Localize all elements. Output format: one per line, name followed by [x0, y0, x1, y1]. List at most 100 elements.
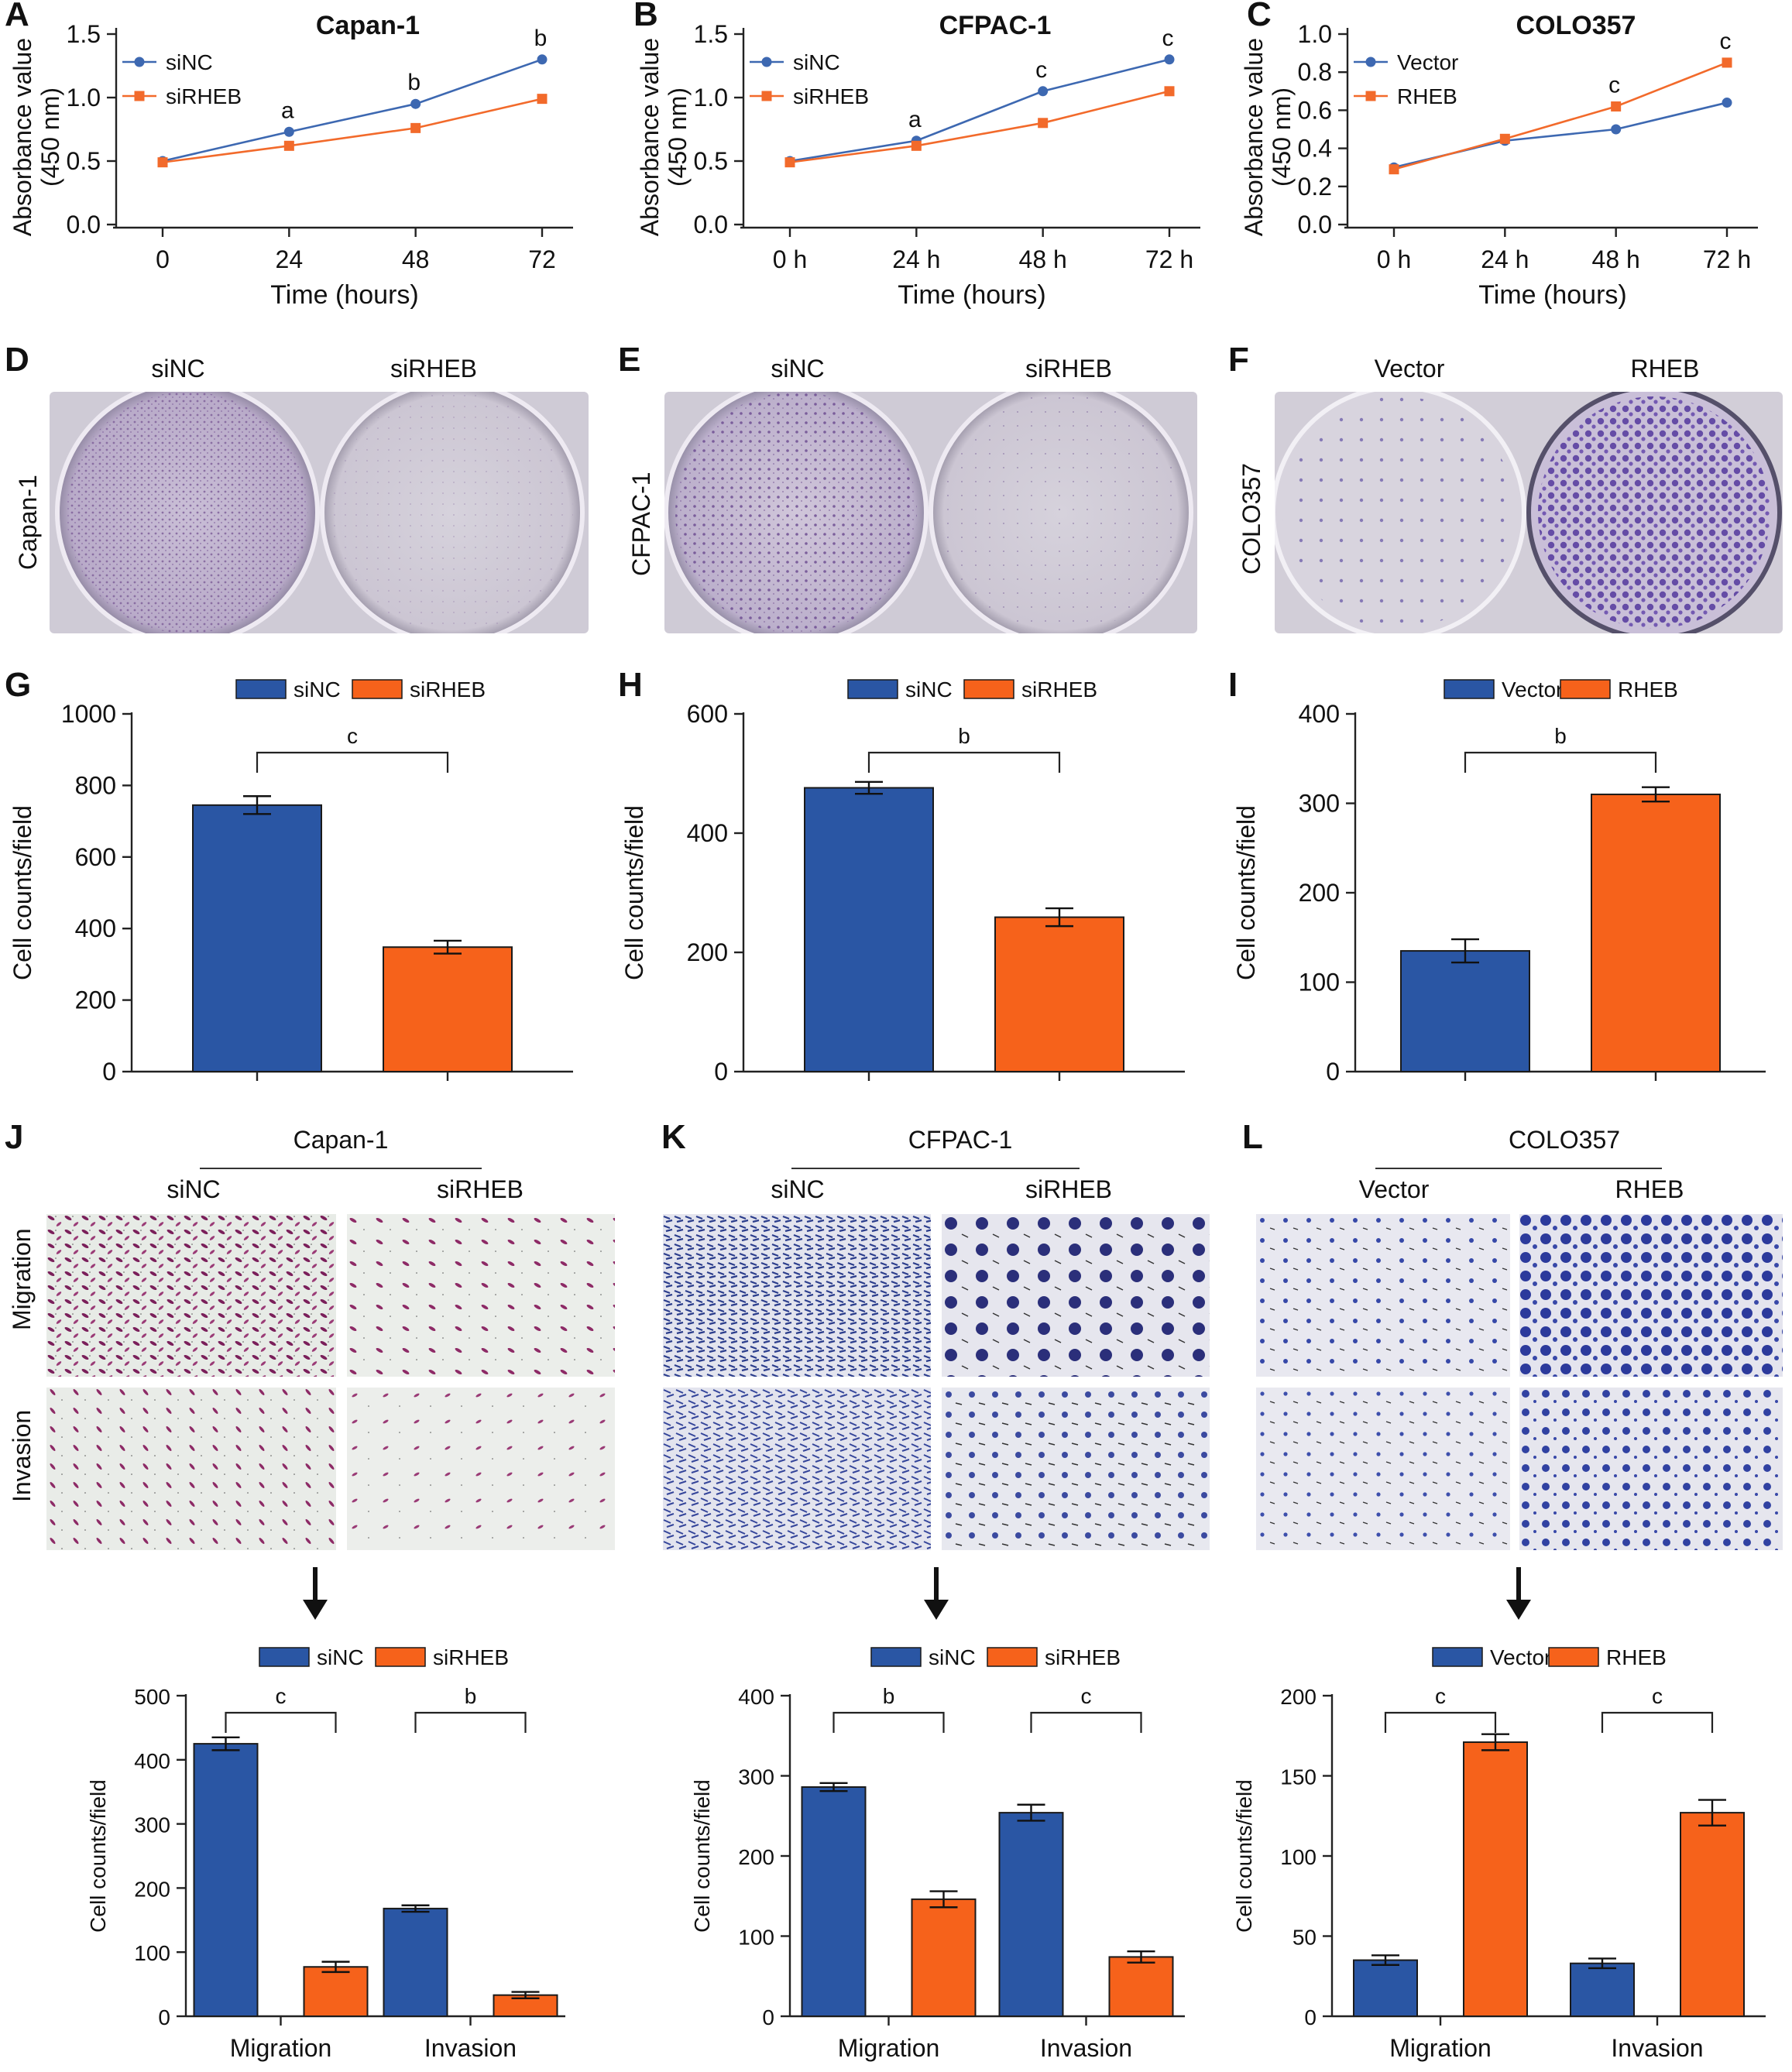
transwell-cfpac1-sinc-migration — [663, 1214, 931, 1377]
y-tick-label: 150 — [1280, 1765, 1317, 1789]
y-axis-label: Absorbance value — [1240, 38, 1268, 236]
y-axis-label: Cell counts/field — [620, 805, 648, 980]
x-tick-label: 48 — [402, 245, 430, 273]
bar-chart-i: 0 100 200 300 400 Cell counts/field b Vector RHE… — [1232, 678, 1766, 1086]
y-tick-label: 400 — [75, 914, 116, 942]
down-arrow-l — [1506, 1567, 1531, 1620]
bar-sinc-main — [192, 804, 322, 1072]
x-tick-label: 48 h — [1592, 245, 1640, 273]
data-point — [410, 122, 421, 133]
y-tick-label: 0 — [714, 1058, 728, 1086]
bar-rheb-main — [1591, 793, 1721, 1072]
bar-sinc-migration — [801, 1786, 867, 2018]
y-tick-label: 600 — [687, 700, 728, 728]
colony-e-row-label: CFPAC-1 — [627, 472, 655, 576]
data-point — [537, 94, 548, 105]
y-tick-label: 0 — [1304, 2005, 1317, 2029]
y-tick-label: 0.6 — [1298, 96, 1332, 124]
y-tick-label: 300 — [134, 1813, 170, 1837]
y-axis-label: Cell counts/field — [86, 1779, 110, 1933]
x-tick-label: 0 — [156, 245, 170, 273]
transwell-capan1-sirheb-invasion — [347, 1388, 615, 1550]
y-tick-label: 800 — [75, 771, 116, 799]
x-tick-label: 72 — [528, 245, 556, 273]
y-tick-label: 0.8 — [1298, 58, 1332, 86]
legend-swatch — [235, 679, 287, 699]
y-tick-label: 400 — [738, 1685, 774, 1709]
data-point — [1611, 124, 1622, 135]
chart-title: CFPAC-1 — [939, 11, 1052, 40]
x-tick-label: 24 — [276, 245, 304, 273]
y-tick-label: 0 — [762, 2005, 774, 2029]
y-tick-label: 400 — [1299, 700, 1340, 728]
legend-swatch — [1444, 679, 1495, 699]
legend-marker — [134, 91, 145, 101]
x-tick-label: Migration — [838, 2034, 940, 2062]
line-chart-cfpac1: 0.0 0.5 1.0 1.5 0 h 24 h 48 h 72 h Time (hours) A… — [636, 11, 1200, 310]
x-tick-label: Invasion — [1040, 2034, 1132, 2062]
y-axis-label: Cell counts/field — [1232, 805, 1260, 980]
data-point — [1164, 86, 1175, 97]
bar-chart-l-quant: 0 50 100 150 200 Cell counts/field Migration c I… — [1232, 1645, 1766, 2062]
legend-label: siRHEB — [1045, 1645, 1121, 1669]
data-point — [1611, 101, 1622, 111]
colony-plate-colo357 — [1275, 392, 1783, 633]
series-line-0 — [162, 58, 543, 163]
y-axis-label-unit: (450 nm) — [1268, 87, 1296, 187]
y-tick-label: 200 — [738, 1845, 774, 1869]
series-line-0 — [789, 58, 1170, 163]
bar-sinc-invasion — [383, 1907, 448, 2017]
transwell-colo357-vector-invasion — [1256, 1388, 1510, 1550]
bar-chart-k-quant: 0 100 200 300 400 Cell counts/field Migration b… — [690, 1645, 1185, 2062]
y-axis-label: Cell counts/field — [1232, 1779, 1256, 1933]
colony-e-col-1: siNC — [771, 355, 825, 382]
y-tick-label: 0 — [158, 2005, 170, 2029]
bar-sirheb-migration — [303, 1966, 369, 2017]
significance-label: a — [281, 98, 294, 123]
y-tick-label: 400 — [134, 1749, 170, 1773]
significance-label: c — [1081, 1684, 1092, 1708]
y-tick-label: 300 — [738, 1765, 774, 1789]
y-tick-label: 600 — [75, 843, 116, 871]
y-tick-label: 1.0 — [67, 84, 101, 111]
x-tick-label: 0 h — [773, 245, 807, 273]
legend-label: Vector — [1490, 1645, 1551, 1669]
colony-f-row-label: COLO357 — [1238, 462, 1265, 575]
panel-letter-f: F — [1228, 341, 1249, 379]
series-line-1 — [1393, 61, 1728, 170]
y-tick-label: 0.5 — [67, 147, 101, 175]
colony-f-col-1: Vector — [1374, 355, 1445, 382]
panel-letter-c: C — [1247, 0, 1272, 33]
significance-label: b — [883, 1684, 895, 1708]
series-line-0 — [1393, 101, 1728, 169]
transwell-colo357-rheb-migration — [1519, 1214, 1783, 1377]
legend-swatch — [847, 679, 898, 699]
chart-title: Capan-1 — [316, 11, 420, 40]
significance-bracket — [1384, 1711, 1497, 1733]
legend-swatch — [259, 1647, 310, 1667]
line-chart-capan1: 0.0 0.5 1.0 1.5 0 24 48 72 Time (hours) Absorbanc… — [9, 11, 573, 310]
legend-label: siNC — [929, 1645, 976, 1669]
y-axis-label: Absorbance value — [9, 38, 36, 236]
x-tick-label: Invasion — [424, 2034, 517, 2062]
legend-label: Vector — [1502, 678, 1563, 702]
significance-label: b — [465, 1684, 477, 1708]
legend-swatch — [375, 1647, 426, 1667]
bar-sinc-migration — [193, 1743, 259, 2017]
legend-swatch — [1560, 679, 1611, 699]
x-tick-label: 48 h — [1019, 245, 1067, 273]
significance-bracket — [832, 1711, 945, 1733]
x-tick-label: 72 h — [1703, 245, 1751, 273]
colony-d-col-2: siRHEB — [390, 355, 477, 382]
y-tick-label: 200 — [1299, 879, 1340, 907]
transwell-k-col-2: siRHEB — [1025, 1175, 1112, 1203]
y-tick-label: 1.0 — [1298, 20, 1332, 48]
transwell-l-title: COLO357 — [1508, 1126, 1621, 1154]
y-tick-label: 500 — [134, 1685, 170, 1709]
y-axis-label: Cell counts/field — [9, 805, 36, 980]
transwell-l-col-2: RHEB — [1615, 1175, 1684, 1203]
colony-plate-cfpac1 — [664, 392, 1197, 633]
legend-label: RHEB — [1606, 1645, 1667, 1669]
transwell-j-col-1: siNC — [166, 1175, 221, 1203]
panel-letter-d: D — [5, 341, 29, 379]
